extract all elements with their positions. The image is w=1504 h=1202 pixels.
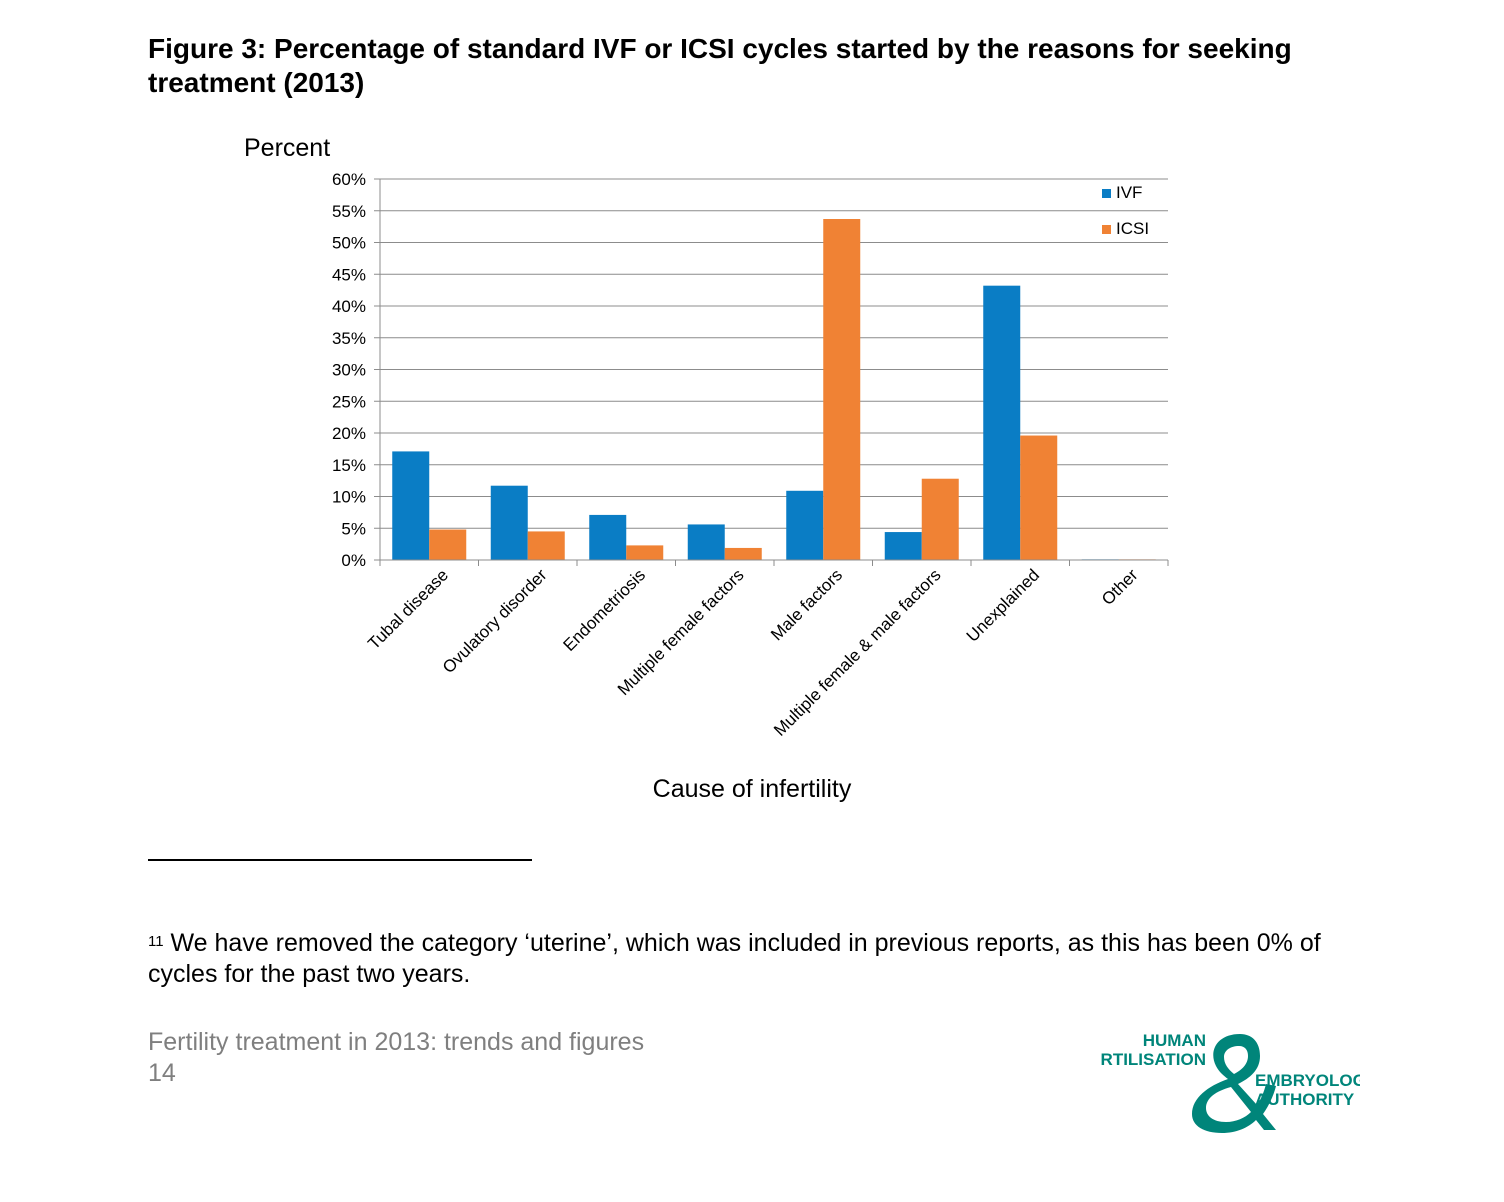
x-tick-label: Endometriosis [559, 565, 649, 655]
x-tick-label: Male factors [767, 565, 846, 644]
gridlines [380, 178, 1168, 529]
bar-ivf [392, 451, 430, 560]
bar-ivf [589, 514, 627, 560]
x-tick-label: Multiple female & male factors [770, 565, 944, 739]
y-tick-label: 35% [332, 329, 366, 348]
bar-chart: Percent Cause of infertility 0% 5% 10% 15% 2… [244, 134, 1169, 803]
y-tick-label: 60% [332, 170, 366, 189]
legend: IVF ICSI [1102, 183, 1149, 238]
y-tick-label: 55% [332, 202, 366, 221]
ampersand-logo-mark [1192, 1034, 1276, 1133]
figure-title: Figure 3: Percentage of standard IVF or … [148, 33, 1292, 98]
y-tick-label: 30% [332, 361, 366, 380]
y-tick-label: 50% [332, 234, 366, 253]
bar-ivf [786, 490, 824, 560]
bar-ivf [687, 524, 725, 560]
y-axis-title: Percent [244, 134, 330, 162]
logo-line-embryology: EMBRYOLOGY [1255, 1071, 1360, 1090]
y-tick-label: 20% [332, 424, 366, 443]
bar-icsi [429, 529, 467, 560]
x-tick-label: Tubal disease [364, 565, 452, 653]
bar-icsi [626, 545, 664, 560]
y-tick-label: 45% [332, 265, 366, 284]
bar-icsi [921, 478, 959, 560]
x-tick-label: Other [1098, 565, 1142, 609]
footnote-divider [148, 859, 532, 861]
bar-ivf [983, 285, 1021, 560]
legend-label-ivf: IVF [1116, 183, 1142, 202]
bars [392, 219, 1156, 560]
logo-line-authority: AUTHORITY [1255, 1090, 1355, 1109]
y-tick-label: 15% [332, 456, 366, 475]
footer-document-title: Fertility treatment in 2013: trends and … [148, 1028, 645, 1056]
legend-swatch-icsi [1102, 225, 1111, 234]
page-number: 14 [148, 1059, 176, 1087]
legend-swatch-ivf [1102, 189, 1111, 198]
y-tick-label: 10% [332, 488, 366, 507]
logo-line-fertilisation: FERTILISATION [1100, 1050, 1206, 1069]
bar-ivf [490, 485, 528, 560]
footnote-marker: 11 [148, 933, 164, 950]
bar-icsi [1020, 435, 1058, 560]
x-axis-title: Cause of infertility [653, 775, 852, 803]
logo-line-human: HUMAN [1143, 1031, 1206, 1050]
y-tick-label: 25% [332, 392, 366, 411]
footnote-text: We have removed the category ‘uterine’, … [148, 929, 1321, 988]
bar-icsi [527, 531, 565, 560]
x-tick-label: Unexplained [963, 565, 1043, 645]
y-tick-label: 5% [341, 519, 366, 538]
hfea-logo: HUMAN FERTILISATION EMBRYOLOGY AUTHORITY [1100, 1031, 1360, 1133]
bar-icsi [724, 547, 762, 560]
bar-icsi [823, 219, 861, 560]
bar-ivf [884, 532, 922, 560]
y-tick-label: 0% [341, 551, 366, 570]
footnote: 11 We have removed the category ‘uterine… [148, 928, 1378, 990]
y-tick-label: 40% [332, 297, 366, 316]
legend-label-icsi: ICSI [1116, 219, 1149, 238]
x-tick-label: Ovulatory disorder [439, 565, 551, 677]
